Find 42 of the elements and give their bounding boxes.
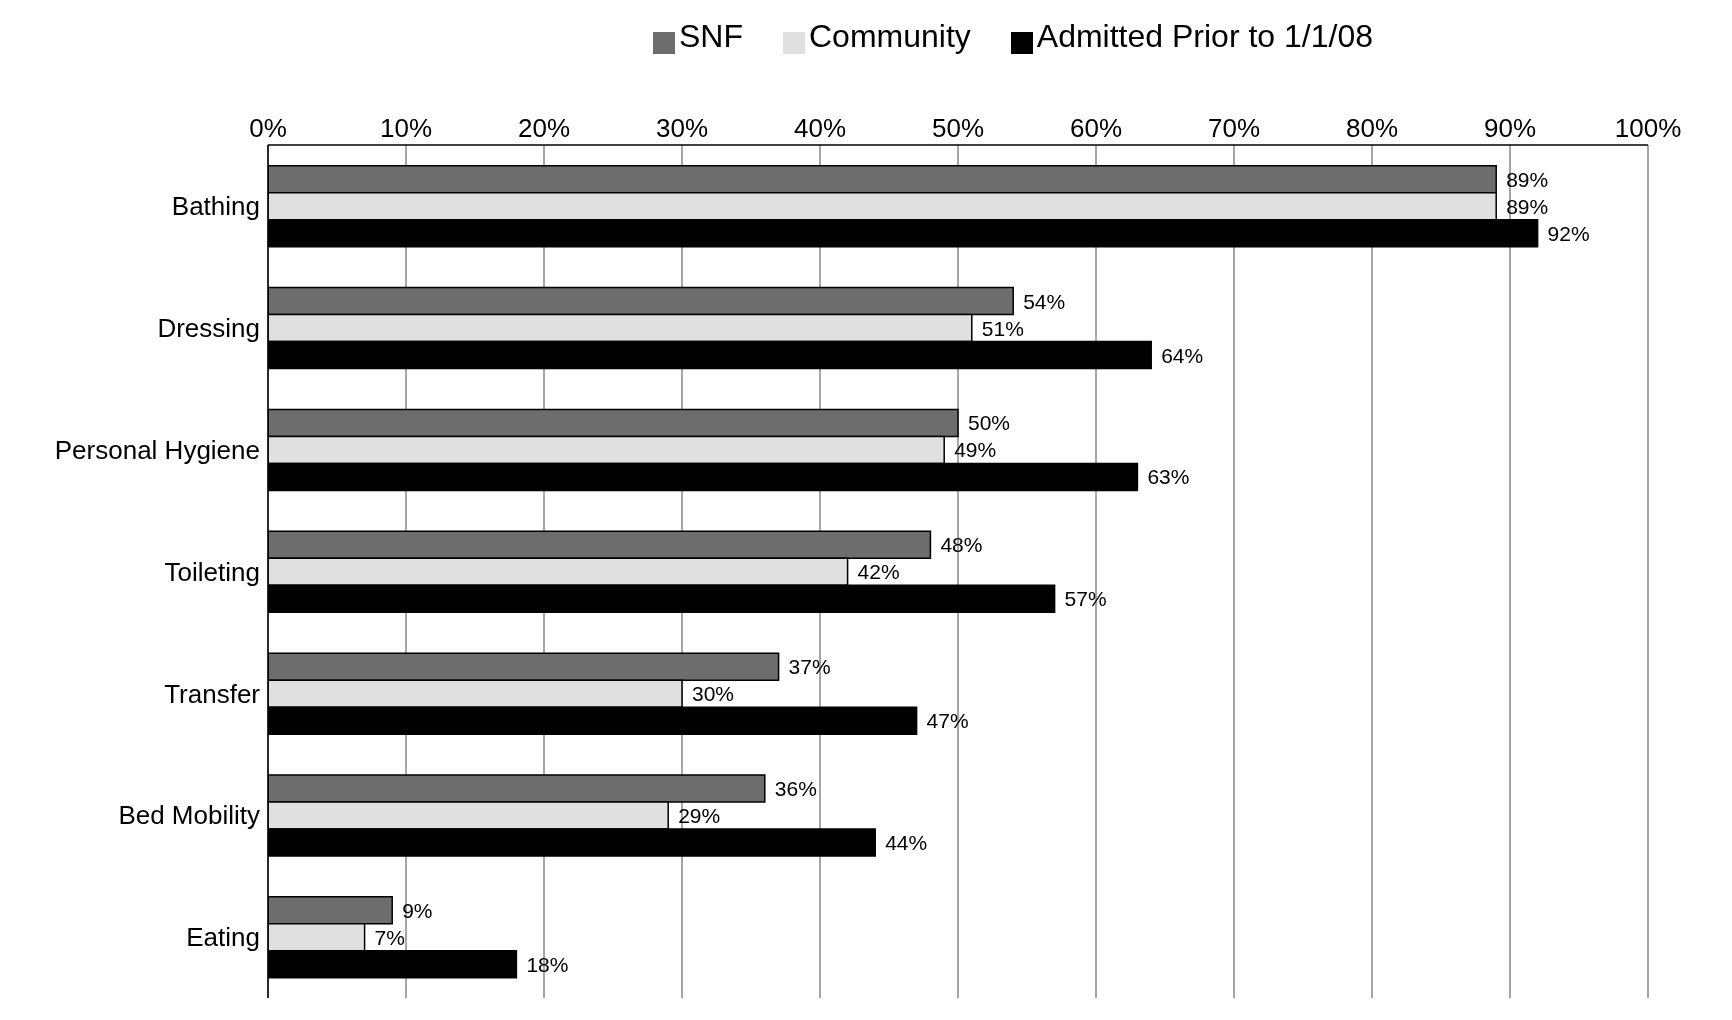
data-label: 54%: [1023, 289, 1066, 313]
data-label: 42%: [857, 560, 900, 584]
x-tick-label: 30%: [655, 113, 709, 143]
x-tick-label: 10%: [379, 113, 433, 143]
data-label: 92%: [1547, 221, 1590, 245]
y-tick-label: Toileting: [164, 556, 260, 587]
x-tick-label: 90%: [1483, 113, 1537, 143]
data-label: 89%: [1506, 194, 1549, 218]
data-label: 48%: [940, 533, 983, 557]
data-label: 29%: [678, 803, 721, 827]
data-label: 37%: [788, 655, 831, 679]
data-label: 30%: [692, 682, 735, 706]
y-tick-label: Bathing: [171, 191, 260, 222]
data-label: 36%: [774, 776, 817, 800]
x-tick-label: 100%: [1614, 113, 1682, 143]
x-tick-label: 20%: [517, 113, 571, 143]
data-label: 50%: [968, 411, 1011, 435]
legend-label: Admitted Prior to 1/1/08: [1036, 18, 1373, 54]
x-tick-label: 60%: [1069, 113, 1123, 143]
legend-label: Community: [809, 18, 971, 54]
x-tick-label: 0%: [249, 113, 287, 143]
x-tick-label: 40%: [793, 113, 847, 143]
y-tick-label: Personal Hygiene: [54, 434, 260, 465]
data-label: 47%: [926, 709, 969, 733]
x-tick-label: 80%: [1345, 113, 1399, 143]
y-tick-label: Bed Mobility: [118, 800, 260, 831]
data-label: 63%: [1147, 465, 1190, 489]
data-label: 7%: [374, 925, 405, 949]
y-tick-label: Dressing: [157, 313, 260, 344]
data-label: 44%: [885, 830, 928, 854]
data-label: 18%: [526, 952, 569, 976]
y-tick-label: Eating: [186, 922, 260, 953]
x-tick-label: 70%: [1207, 113, 1261, 143]
legend-label: SNF: [679, 18, 743, 54]
data-label: 49%: [954, 438, 997, 462]
x-tick-label: 50%: [931, 113, 985, 143]
data-label: 9%: [402, 898, 433, 922]
data-label: 57%: [1064, 587, 1107, 611]
data-label: 64%: [1161, 343, 1204, 367]
y-tick-label: Transfer: [164, 678, 261, 709]
data-label: 51%: [981, 316, 1024, 340]
data-label: 89%: [1506, 167, 1549, 191]
